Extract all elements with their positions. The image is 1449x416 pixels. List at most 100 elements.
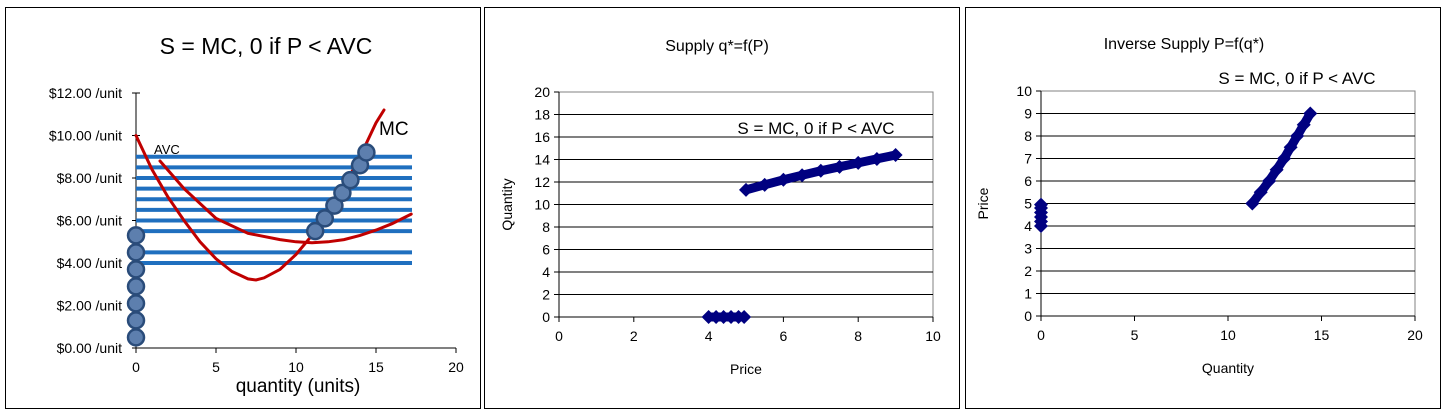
y-tick-label: $0.00 /unit xyxy=(57,340,122,356)
y-tick-label: 16 xyxy=(534,129,550,145)
data-point xyxy=(851,155,866,170)
mc-label: MC xyxy=(379,119,409,140)
avc-label: AVC xyxy=(154,142,180,157)
data-point xyxy=(709,310,724,324)
x-tick-label: 10 xyxy=(288,359,304,375)
y-tick-label: $2.00 /unit xyxy=(57,298,122,314)
y-tick-label: 2 xyxy=(542,287,550,303)
y-tick-label: $4.00 /unit xyxy=(57,255,122,271)
y-tick-label: 20 xyxy=(534,84,550,100)
y-axis-label: Quantity xyxy=(499,178,515,230)
data-point xyxy=(813,163,828,178)
data-point xyxy=(724,310,739,324)
data-point xyxy=(716,310,731,324)
y-tick-label: 9 xyxy=(1024,106,1032,122)
data-point xyxy=(757,177,772,192)
y-tick-label: $6.00 /unit xyxy=(57,213,122,229)
x-tick-label: 4 xyxy=(705,328,713,344)
chart-title: Inverse Supply P=f(q*) xyxy=(1104,36,1265,53)
y-tick-label: 5 xyxy=(1024,196,1032,212)
data-point xyxy=(832,159,847,174)
data-point xyxy=(1262,174,1277,188)
y-axis-label: Price xyxy=(975,187,991,219)
data-point xyxy=(1290,129,1305,143)
data-point xyxy=(737,310,752,324)
y-tick-label: 2 xyxy=(1024,263,1032,279)
data-point xyxy=(1277,151,1292,166)
chart-annotation: S = MC, 0 if P < AVC xyxy=(1218,69,1375,88)
y-tick-label: 14 xyxy=(534,152,550,168)
x-tick-label: 2 xyxy=(630,328,638,344)
y-tick-label: 1 xyxy=(1024,286,1032,302)
y-tick-label: 10 xyxy=(1016,83,1032,99)
supply-point xyxy=(341,170,360,190)
y-tick-label: 6 xyxy=(542,242,550,258)
y-tick-label: 6 xyxy=(1024,173,1032,189)
y-tick-label: 0 xyxy=(1024,308,1032,324)
supply-point xyxy=(126,243,146,262)
data-point xyxy=(795,168,810,183)
chart-annotation: S = MC, 0 if P < AVC xyxy=(737,119,894,138)
y-tick-label: 8 xyxy=(1024,128,1032,144)
y-tick-label: 12 xyxy=(534,174,550,190)
x-tick-label: 20 xyxy=(1407,327,1423,343)
x-axis-label: quantity (units) xyxy=(236,376,361,397)
x-tick-label: 0 xyxy=(1037,327,1045,343)
supply-point xyxy=(325,196,344,215)
supply-point xyxy=(126,226,146,245)
x-tick-label: 15 xyxy=(1314,327,1330,343)
data-point xyxy=(739,182,753,197)
y-tick-label: $10.00 /unit xyxy=(49,128,122,144)
x-tick-label: 20 xyxy=(448,359,464,375)
x-tick-label: 10 xyxy=(925,328,941,344)
y-tick-label: 3 xyxy=(1024,241,1032,257)
x-tick-label: 6 xyxy=(780,328,788,344)
supply-point xyxy=(126,328,146,347)
x-tick-label: 15 xyxy=(368,359,384,375)
data-point xyxy=(1034,197,1048,212)
y-tick-label: 4 xyxy=(542,264,550,280)
y-tick-label: 0 xyxy=(542,309,550,325)
supply-point xyxy=(126,294,146,313)
data-point xyxy=(701,310,716,324)
y-tick-label: $8.00 /unit xyxy=(57,170,122,186)
data-point xyxy=(1269,162,1284,177)
y-tick-label: 4 xyxy=(1024,218,1032,234)
data-point xyxy=(1245,196,1260,211)
supply-point xyxy=(126,277,146,296)
x-tick-label: 0 xyxy=(132,359,140,375)
data-point xyxy=(1303,106,1318,121)
supply-point xyxy=(333,183,352,203)
y-tick-label: 10 xyxy=(534,197,550,213)
curve-avc xyxy=(158,159,413,245)
supply-point xyxy=(126,260,146,279)
mc-avc-chart-panel: S = MC, 0 if P < AVC $0.00 /unit $2.00 /un… xyxy=(5,7,481,409)
supply-chart: Supply q*=f(P) 0 2 4 6 8 10 12 14 16 18 20 0 2 4 6 8 10 Pr… xyxy=(499,38,941,377)
y-tick-label: $12.00 /unit xyxy=(49,85,122,101)
supply-point xyxy=(357,143,376,162)
supply-point xyxy=(305,221,325,241)
x-tick-label: 8 xyxy=(854,328,862,344)
data-point xyxy=(869,151,884,166)
data-point xyxy=(1283,140,1298,155)
x-tick-label: 5 xyxy=(212,359,220,375)
x-axis-label: Price xyxy=(730,361,762,377)
x-tick-label: 0 xyxy=(555,328,563,344)
y-tick-label: 18 xyxy=(534,107,550,123)
mc-avc-chart: S = MC, 0 if P < AVC $0.00 /unit $2.00 /un… xyxy=(49,33,464,397)
y-tick-label: 7 xyxy=(1024,151,1032,167)
x-tick-label: 5 xyxy=(1131,327,1139,343)
supply-point xyxy=(126,311,146,330)
x-tick-label: 10 xyxy=(1220,327,1236,343)
chart-title: S = MC, 0 if P < AVC xyxy=(160,33,373,59)
supply-chart-panel: Supply q*=f(P) 0 2 4 6 8 10 12 14 16 18 20 0 2 4 6 8 10 Pr… xyxy=(484,7,960,409)
data-point xyxy=(888,148,903,162)
supply-point xyxy=(315,209,335,228)
data-point xyxy=(1296,117,1311,132)
inverse-supply-chart: Inverse Supply P=f(q*) 0 1 2 3 4 5 6 7 8 9 10 0 5 10 15… xyxy=(975,36,1423,376)
y-tick-label: 8 xyxy=(542,219,550,235)
x-axis-label: Quantity xyxy=(1202,360,1254,376)
data-point xyxy=(776,172,791,187)
chart-title: Supply q*=f(P) xyxy=(665,38,769,55)
inverse-supply-chart-panel: Inverse Supply P=f(q*) 0 1 2 3 4 5 6 7 8 9 10 0 5 10 15… xyxy=(965,7,1441,409)
